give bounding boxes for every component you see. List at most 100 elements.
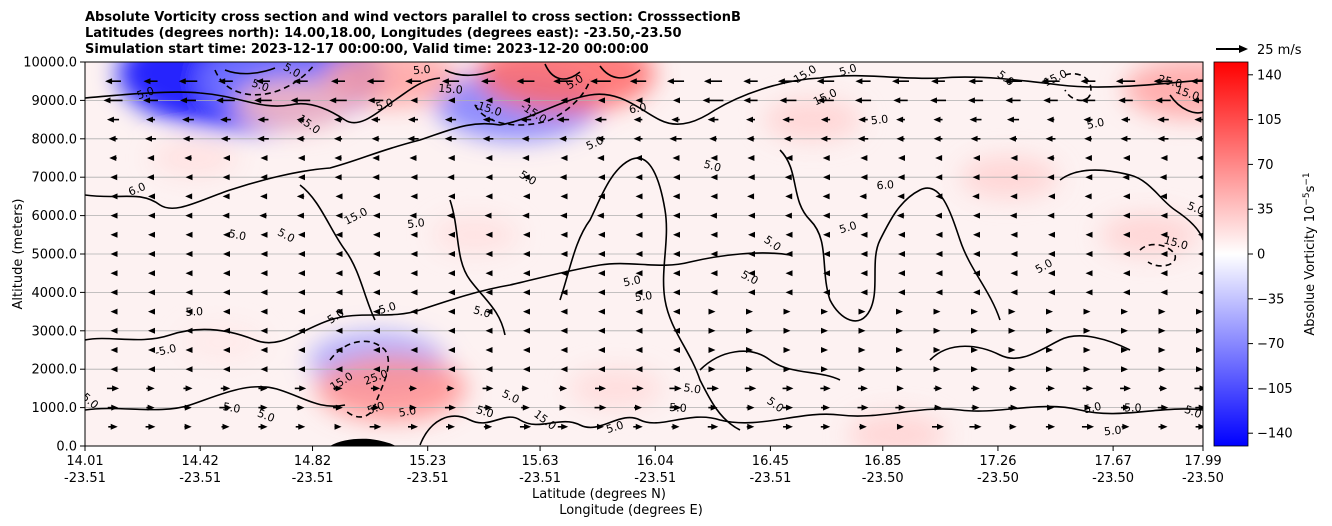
wind-vector	[405, 78, 421, 85]
wind-vector	[598, 97, 605, 104]
wind-vector-head	[560, 289, 568, 296]
wind-vector	[260, 347, 268, 353]
wind-vector-head	[256, 78, 264, 85]
wind-vector	[633, 116, 643, 123]
wind-vector	[257, 135, 269, 142]
wind-vector	[1081, 423, 1095, 430]
wind-vector-head	[185, 174, 193, 181]
wind-vector	[782, 385, 794, 392]
wind-vector	[296, 404, 305, 411]
wind-vector	[148, 212, 155, 219]
wind-vector-head	[935, 193, 943, 200]
wind-vector-head	[441, 78, 449, 85]
wind-vector	[598, 231, 605, 238]
wind-vector	[559, 174, 567, 181]
wind-vector	[744, 385, 757, 392]
wind-vector	[748, 231, 755, 238]
wind-vector-head	[298, 347, 305, 353]
wind-vector-head	[1123, 212, 1130, 219]
wind-vector-head	[743, 97, 751, 104]
wind-vector	[859, 423, 867, 430]
wind-vector-head	[785, 193, 793, 200]
wind-vector	[860, 231, 868, 238]
wind-vector-head	[447, 155, 455, 161]
wind-vector	[1196, 347, 1203, 353]
wind-vector-head	[485, 347, 493, 353]
wind-vector-head	[1123, 404, 1130, 411]
wind-vector	[1121, 404, 1130, 411]
wind-vector	[485, 231, 493, 238]
x-tick-label-lat: 17.99	[1184, 454, 1221, 469]
wind-vector	[1009, 385, 1017, 392]
wind-vector	[971, 404, 980, 411]
wind-vector	[1198, 251, 1203, 257]
wind-vector-head	[1160, 155, 1168, 161]
wind-vector	[898, 270, 905, 277]
wind-vector	[633, 423, 643, 430]
wind-vector-head	[523, 97, 530, 104]
wind-vector-head	[298, 308, 305, 315]
wind-vector-head	[222, 174, 230, 181]
wind-vector	[1194, 116, 1203, 123]
wind-vector	[1046, 327, 1053, 334]
colorbar-label-exp2: −1	[1302, 172, 1312, 185]
wind-vector-head	[635, 289, 643, 296]
wind-vector-head	[222, 212, 230, 219]
wind-vector	[410, 270, 418, 277]
wind-vector-head	[1191, 97, 1199, 104]
wind-vector-head	[745, 116, 753, 123]
wind-vector-head	[1047, 212, 1055, 219]
wind-vector	[148, 270, 155, 277]
wind-vector	[298, 347, 305, 353]
contour-label: 5.0	[1103, 424, 1122, 439]
wind-vector	[635, 327, 643, 334]
wind-vector	[560, 97, 568, 104]
wind-vector-head	[896, 423, 904, 430]
y-tick-label: 2000.0	[32, 363, 78, 378]
wind-vector	[973, 289, 980, 296]
wind-vector-head	[598, 289, 605, 296]
wind-vector-head	[935, 231, 943, 238]
wind-vector-head	[560, 327, 568, 334]
wind-vector	[485, 193, 493, 200]
wind-vector	[523, 347, 530, 353]
wind-vector-head	[223, 366, 230, 373]
wind-vector	[444, 135, 457, 142]
wind-vector-head	[335, 347, 343, 353]
contour-line	[85, 74, 1203, 210]
wind-vector	[335, 231, 343, 238]
wind-vector	[671, 116, 680, 123]
wind-vector-head	[1159, 174, 1167, 181]
wind-vector-head	[1153, 78, 1161, 85]
wind-vector	[254, 97, 272, 104]
wind-vector-head	[743, 78, 751, 85]
wind-vector-head	[823, 385, 831, 392]
wind-vector	[223, 366, 230, 373]
wind-vector	[747, 174, 755, 181]
wind-vector-head	[373, 231, 380, 238]
wind-vector-head	[110, 423, 118, 430]
wind-vector-head	[635, 212, 643, 219]
colorbar-tick-label: −140	[1257, 427, 1293, 442]
wind-vector	[635, 212, 643, 219]
wind-vector	[482, 135, 494, 142]
x-tick-label-lon: -23.50	[862, 471, 904, 486]
wind-vector	[820, 135, 831, 142]
wind-vector	[970, 135, 981, 142]
wind-vector-head	[485, 193, 493, 200]
wind-vector-head	[1122, 423, 1130, 430]
wind-vector	[1010, 193, 1018, 200]
wind-vector-head	[111, 404, 119, 411]
wind-vector-head	[1043, 97, 1051, 104]
wind-vector-head	[523, 308, 530, 315]
wind-vector-head	[822, 212, 830, 219]
wind-vector-head	[223, 251, 230, 257]
wind-vector	[782, 116, 794, 123]
wind-vector	[783, 135, 793, 142]
wind-vector-head	[860, 174, 868, 181]
wind-vector	[333, 116, 343, 123]
wind-vector-head	[1155, 97, 1163, 104]
wind-vector	[635, 174, 643, 181]
contour-line	[1139, 243, 1176, 267]
x-tick-label-lon: -23.51	[519, 471, 561, 486]
